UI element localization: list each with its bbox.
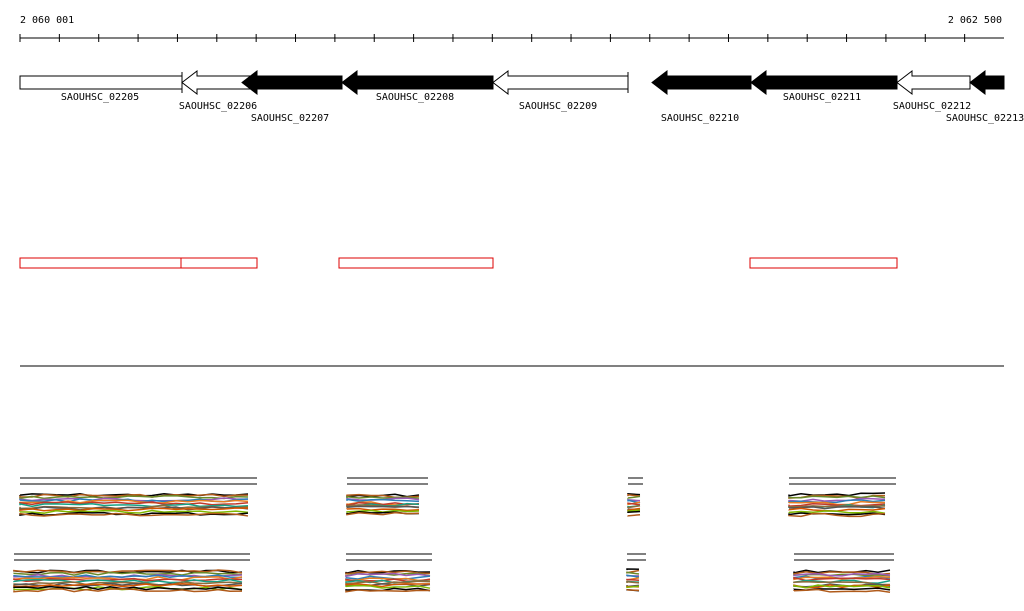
coverage-trace [19,509,249,514]
coverage-trace [626,568,640,571]
coverage-trace [626,574,640,578]
coverage-trace [788,492,886,497]
gene-arrow [651,69,752,96]
gene-arrow [241,69,343,96]
coverage-trace [627,495,641,499]
gene-label: SAOUHSC_02208 [376,92,454,103]
ruler-end-label: 2 062 500 [948,15,1002,26]
coverage-trace [19,503,249,508]
coverage-trace [626,580,640,584]
coverage-trace [345,584,431,589]
ruler-start-label: 2 060 001 [20,15,74,26]
coverage-trace [793,584,891,589]
coverage-trace [19,495,249,500]
feature-box [19,257,182,269]
feature-box [749,257,898,269]
coverage-trace [19,506,249,511]
coverage-trace [788,505,886,508]
gene-arrow [492,69,629,96]
coverage-trace [13,588,243,593]
coverage-trace [627,502,641,506]
gene-label: SAOUHSC_02212 [893,101,971,112]
gene-arrow [750,69,898,96]
coverage-trace [788,499,886,504]
coverage-trace [793,587,891,591]
coverage-trace [13,581,243,586]
coverage-trace [626,585,640,589]
coverage-trace [788,512,886,518]
gene-arrow [19,75,183,90]
coverage-trace [346,495,420,499]
gene-arrow [969,69,1005,96]
feature-box [180,257,258,269]
gene-arrow [341,69,494,96]
coverage-trace [627,509,641,512]
coverage-trace [19,493,249,498]
coverage-trace [626,571,640,575]
coverage-trace [13,583,243,588]
coverage-trace [19,512,249,517]
gene-label: SAOUHSC_02209 [519,101,597,112]
coverage-trace [345,583,431,588]
coverage-trace [788,500,886,506]
coverage-trace [627,507,641,511]
coverage-trace [345,575,431,580]
coverage-trace [788,506,886,510]
coverage-trace [345,570,431,575]
gene-label: SAOUHSC_02211 [783,92,861,103]
coverage-trace [793,576,891,582]
coverage-trace [346,505,420,508]
coverage-trace [13,586,243,591]
coverage-trace [627,493,641,496]
coverage-trace [626,589,640,592]
gene-label: SAOUHSC_02210 [661,113,739,124]
coverage-trace [345,589,431,593]
coverage-trace [627,513,641,517]
coverage-trace [627,510,641,514]
coverage-trace [346,509,420,513]
coverage-trace [626,578,640,581]
coverage-trace [19,507,249,512]
gene-label: SAOUHSC_02213 [946,113,1024,124]
coverage-trace [346,498,420,503]
feature-box [338,257,494,269]
coverage-trace [13,571,243,576]
coverage-trace [793,581,891,586]
coverage-trace [346,507,420,512]
coverage-trace [788,495,886,499]
gene-arrow [896,69,971,96]
gene-label: SAOUHSC_02206 [179,101,257,112]
coverage-trace [627,493,641,497]
coverage-trace [793,572,891,577]
coverage-trace [13,578,243,584]
coverage-trace [19,501,249,506]
gene-label: SAOUHSC_02205 [61,92,139,103]
coverage-trace [627,499,641,504]
coverage-trace [346,511,420,516]
coverage-trace [627,505,641,509]
coverage-trace [345,572,431,578]
coverage-trace [13,569,243,574]
gene-label: SAOUHSC_02207 [251,113,329,124]
coverage-trace [793,588,891,594]
coverage-trace [788,510,886,514]
